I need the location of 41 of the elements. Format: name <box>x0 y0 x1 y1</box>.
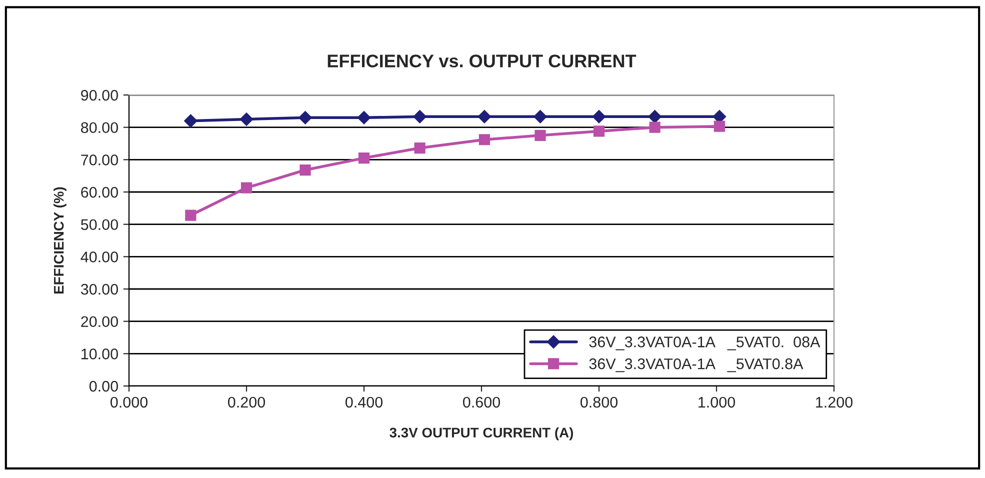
point <box>478 110 492 124</box>
legend-label: 36V_3.3VAT0A-1A _5VAT0.8A <box>589 358 804 372</box>
x-tick-label: 0.600 <box>462 396 500 408</box>
point <box>300 164 311 176</box>
y-tick-label: 0.00 <box>89 380 118 392</box>
x-axis-title: 3.3V OUTPUT CURRENT (A) <box>390 427 574 440</box>
y-tick-label: 40.00 <box>80 252 118 262</box>
point <box>240 182 252 194</box>
point <box>592 110 606 124</box>
point <box>357 111 371 124</box>
x-tick-label: 0.400 <box>345 396 383 408</box>
point <box>534 130 546 141</box>
point <box>184 114 198 128</box>
y-tick-label: 90.00 <box>81 90 118 101</box>
x-tick-label: 0.000 <box>110 396 148 408</box>
point <box>714 120 725 132</box>
point <box>358 152 370 164</box>
y-tick-label: 20.00 <box>81 316 118 328</box>
x-tick-label: 1.000 <box>698 396 736 408</box>
point <box>593 126 605 137</box>
y-tick-label: 60.00 <box>81 186 118 198</box>
y-tick-label: 50.00 <box>80 219 118 230</box>
chart-title: EFFICIENCY vs. OUTPUT CURRENT <box>328 54 636 68</box>
point <box>649 122 660 133</box>
x-tick-label: 1.200 <box>816 396 853 408</box>
y-axis-title: EFFICIENCY (%) <box>54 187 66 294</box>
y-tick-label: 10.00 <box>82 348 118 360</box>
legend-label: 36V_3.3VAT0A-1A _5VAT0. 08A <box>589 336 820 350</box>
x-tick-label: 0.200 <box>228 396 266 408</box>
point <box>414 142 426 154</box>
point <box>185 210 196 221</box>
x-tick-label: 0.800 <box>580 396 618 408</box>
point <box>648 110 662 124</box>
y-tick-label: 30.00 <box>80 284 118 295</box>
point <box>478 134 490 146</box>
point <box>298 111 312 124</box>
y-tick-label: 80.00 <box>81 122 118 134</box>
point <box>413 110 426 124</box>
y-tick-label: 70.00 <box>81 154 118 166</box>
point <box>534 110 547 124</box>
point <box>240 112 254 126</box>
